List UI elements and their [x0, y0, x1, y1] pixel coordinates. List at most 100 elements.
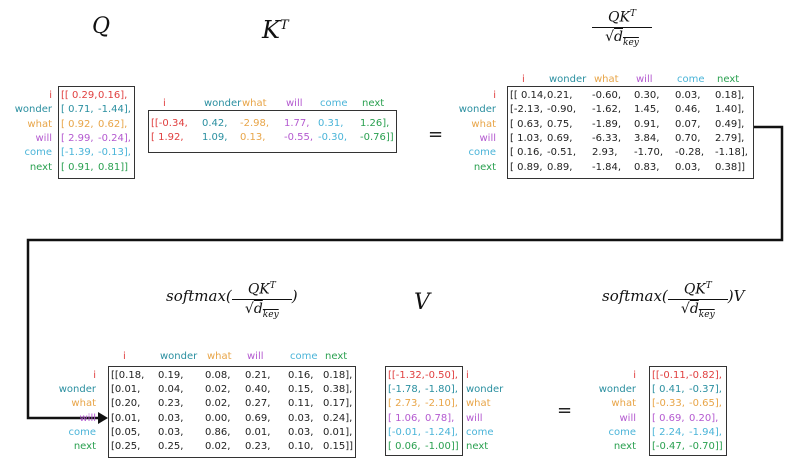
v-title-text: V [414, 290, 430, 315]
scores-cell: 0.03, [675, 90, 701, 101]
output-suffix: )V [727, 287, 745, 306]
output-row-label: come [608, 426, 636, 438]
v-row-label: next [466, 441, 489, 452]
scores-cell: 0.38]] [715, 161, 746, 173]
softmax-cell: 0.86, [205, 426, 231, 438]
output-cell: [-0.47, [652, 441, 685, 452]
softmax-cell: 0.23, [245, 441, 271, 452]
output-row-label: i [633, 370, 636, 381]
softmax-cell: 0.24], [323, 412, 353, 424]
v-row-label: will [466, 412, 483, 424]
scores-cell: 2.79], [715, 132, 745, 144]
v-cell: [[-1.32, [388, 370, 425, 381]
q-row-label: wonder [14, 104, 52, 116]
scores-matrix-box [507, 86, 754, 179]
softmax-cell: 0.21, [245, 370, 271, 381]
equals-sign-2: = [557, 400, 573, 421]
q-title-text: Q [92, 14, 111, 39]
kt-cell: -0.30, [318, 132, 348, 143]
kt-matrix-box [148, 110, 397, 153]
q-row-label: come [24, 147, 52, 159]
output-den-sub: key [698, 309, 715, 320]
softmax-cell: 0.01, [245, 426, 271, 438]
q-cell: -0.13], [98, 147, 131, 159]
softmax-cell: 0.25, [158, 441, 184, 452]
softmax-col-header: come [290, 351, 318, 362]
q-cell: [ 0.91, [61, 161, 94, 173]
kt-cell: 0.42, [202, 118, 228, 129]
scores-cell: -1.89, [592, 118, 622, 130]
softmax-cell: 0.01], [323, 426, 353, 438]
softmax-col-header: wonder [160, 351, 198, 362]
softmax-den-base: d [253, 300, 263, 317]
q-cell: [-1.39, [61, 147, 94, 159]
scores-cell: 0.30, [634, 90, 660, 101]
softmax-cell: 0.03, [158, 426, 184, 438]
softmax-row-label: next [73, 441, 96, 452]
scores-cell: 0.46, [675, 104, 701, 116]
softmax-sqrt: √ [244, 300, 254, 317]
q-cell: [ 0.92, [61, 118, 94, 130]
q-cell: -0.24], [98, 132, 131, 144]
softmax-row-label: i [93, 370, 96, 381]
softmax-row-label: come [68, 426, 96, 438]
v-cell: -1.00]] [425, 441, 459, 452]
q-row-label: will [35, 132, 52, 144]
softmax-cell: 0.27, [245, 398, 271, 410]
scores-col-header: what [594, 74, 619, 85]
scores-cell: 1.45, [634, 104, 660, 116]
softmax-row-label: will [79, 412, 96, 424]
softmax-row-label: what [71, 398, 96, 410]
softmax-denominator: √dkey [232, 300, 292, 324]
scores-cell: [ 0.89, [510, 161, 543, 173]
scores-cell: [[ 0.14, [510, 90, 547, 101]
scores-cell: 2.93, [592, 147, 618, 159]
softmax-cell: 0.02, [205, 441, 231, 452]
softmax-cell: 0.17], [323, 398, 353, 410]
softmax-cell: 0.15, [288, 384, 314, 396]
scores-cell: -1.62, [592, 104, 622, 116]
scores-cell: 0.18], [715, 90, 745, 101]
scores-cell: 0.70, [675, 132, 701, 144]
output-sqrt: √ [680, 300, 690, 317]
scores-cell: 0.91, [634, 118, 660, 130]
scores-cell: [ 0.63, [510, 118, 543, 130]
output-numerator: QKT [667, 278, 728, 300]
kt-col-header: come [320, 98, 348, 109]
den-sub: key [623, 37, 639, 48]
scores-cell: 1.40], [715, 104, 745, 116]
kt-cell: 0.31, [318, 118, 344, 129]
softmax-cell: 0.15]] [323, 441, 354, 452]
q-cell: 0.81]] [98, 161, 129, 173]
scores-cell: [-2.13, [510, 104, 543, 116]
softmax-col-header: i [123, 351, 126, 362]
q-matrix-box [58, 86, 135, 179]
scores-cell: 0.89, [547, 161, 573, 173]
kt-cell: 1.26], [360, 118, 390, 129]
softmax-cell: 0.16, [288, 370, 314, 381]
output-cell: -0.37], [689, 384, 722, 396]
num-base: QK [608, 9, 630, 26]
output-den-base: d [689, 300, 699, 317]
v-cell: -2.10], [425, 398, 458, 410]
output-prefix: softmax( [602, 287, 668, 306]
scores-cell: -1.84, [592, 161, 622, 173]
kt-title-sup: T [279, 18, 289, 33]
q-row-label: next [29, 161, 52, 173]
kt-col-header: next [362, 98, 385, 109]
scores-title: QKT √dkey [592, 6, 652, 51]
scores-row-label: next [473, 161, 496, 173]
scores-cell: 3.84, [634, 132, 660, 144]
kt-cell: -0.76]] [360, 132, 394, 143]
v-row-label: what [466, 398, 491, 410]
output-cell: -0.82], [689, 370, 722, 381]
q-row-label: what [27, 118, 52, 130]
v-cell: [ 2.73, [388, 398, 421, 410]
softmax-cell: [0.25, [111, 441, 141, 452]
kt-col-header: will [286, 98, 303, 109]
output-cell: [-0.33, [652, 398, 685, 410]
softmax-cell: 0.02, [205, 384, 231, 396]
scores-title-denominator: √dkey [592, 28, 652, 52]
softmax-col-header: next [325, 351, 348, 362]
output-row-label: wonder [598, 384, 636, 396]
